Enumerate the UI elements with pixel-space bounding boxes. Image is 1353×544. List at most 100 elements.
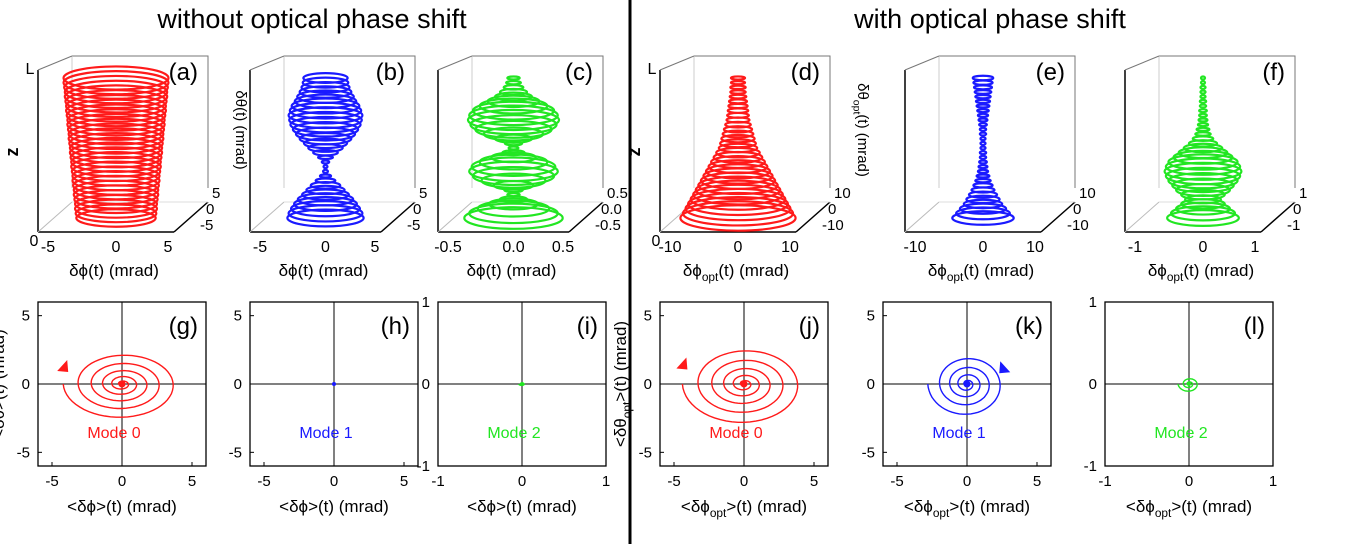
panel-tag-i: (i) (577, 313, 598, 340)
direction-arrow-k (999, 361, 1011, 374)
ring-d (694, 179, 782, 201)
ring-f (1164, 166, 1242, 186)
ring-b (321, 168, 330, 174)
x-tick-g: -5 (45, 473, 58, 490)
x-tick-i: 0 (518, 473, 526, 490)
frame-back-e (939, 55, 1076, 188)
y-tick-k: 0 (867, 376, 875, 393)
trajectory-g (62, 354, 174, 418)
ring-e (975, 103, 991, 109)
x-tick-k: 5 (1033, 473, 1041, 490)
x-label-j: <δϕopt>(t) (mrad) (681, 497, 807, 520)
ring-e (978, 154, 988, 160)
ring-e (974, 177, 992, 184)
ring-a (70, 160, 162, 183)
frame-diag-top-e (904, 55, 940, 71)
panel-tag-g: (g) (169, 313, 198, 340)
ring-b (296, 89, 355, 104)
x-label-c: δϕ(t) (mrad) (467, 261, 557, 280)
floor-diag-b (249, 201, 285, 233)
panel-tag-k: (k) (1015, 313, 1043, 340)
ring-c (487, 197, 540, 211)
ring-b (288, 110, 363, 130)
panel-tag-a: (a) (169, 59, 198, 86)
ring-b (293, 195, 358, 213)
y-tick-d: 10 (834, 185, 851, 202)
x-label-f: δϕopt(t) (mrad) (1148, 261, 1254, 284)
ring-f (1198, 112, 1208, 118)
ring-e (978, 122, 988, 128)
y-axis-a (173, 201, 209, 233)
center-point-h (332, 382, 336, 386)
ring-c (476, 199, 551, 218)
panel-tag-e: (e) (1036, 59, 1065, 86)
ring-b (289, 199, 362, 218)
ring-e (978, 150, 988, 156)
y-label-g: <δθ>(t) (mrad) (0, 329, 8, 439)
y-label-a: δθ(t) (mrad) (232, 90, 249, 169)
ring-c (468, 104, 559, 127)
ring-f (1197, 117, 1209, 123)
y-tick-e: -10 (1067, 217, 1089, 234)
ring-f (1180, 188, 1226, 201)
y-tick-e: 10 (1079, 185, 1096, 202)
floor-diag-f (1124, 201, 1160, 233)
ring-b (293, 93, 358, 110)
ring-b (302, 72, 349, 84)
x-tick-c: -0.5 (434, 239, 462, 256)
z-label-d: z (624, 148, 644, 157)
x-label-e: δϕopt(t) (mrad) (928, 261, 1034, 284)
x-tick-d: -10 (658, 239, 681, 256)
ring-c (478, 97, 549, 115)
ring-b (318, 173, 333, 179)
y-tick-f: -1 (1287, 217, 1300, 234)
ring-a (63, 79, 169, 105)
ring-e (979, 136, 987, 142)
ring-e (972, 84, 994, 91)
z-bottom-a: 0 (30, 233, 39, 250)
ring-f (1199, 89, 1207, 95)
x-tick-f: 0 (1199, 239, 1208, 256)
y-tick-d: -10 (822, 217, 844, 234)
ring-e (976, 168, 990, 174)
ring-c (507, 145, 520, 151)
y-tick-l: 1 (1089, 294, 1097, 311)
x-tick-d: 10 (781, 239, 799, 256)
y-tick-b: -5 (407, 217, 420, 234)
ring-d (717, 142, 759, 154)
x-tick-h: 0 (330, 473, 338, 490)
ring-d (729, 80, 747, 86)
ring-b (322, 164, 329, 170)
ring-d (729, 84, 747, 91)
panel-tag-f: (f) (1262, 59, 1285, 86)
x-tick-b: 5 (371, 239, 380, 256)
y-tick-e: 0 (1073, 201, 1081, 218)
ring-d (728, 93, 748, 100)
ring-e (975, 173, 991, 179)
ring-f (1198, 108, 1208, 114)
ring-f (1182, 142, 1224, 154)
panel-tag-b: (b) (376, 59, 405, 86)
x-tick-l: -1 (1098, 473, 1111, 490)
ring-d (720, 133, 756, 144)
direction-arrow-g (57, 360, 69, 373)
ring-f (1166, 209, 1240, 227)
ring-c (506, 75, 521, 81)
ring-a (68, 131, 164, 155)
x-tick-b: -5 (253, 239, 267, 256)
y-tick-h: 0 (234, 376, 242, 393)
ring-b (301, 76, 350, 89)
ring-f (1198, 98, 1208, 104)
frame-back-d (694, 55, 831, 188)
ring-e (977, 117, 989, 123)
ring-f (1172, 149, 1234, 165)
ring-e (965, 194, 1001, 205)
ring-a (67, 122, 165, 146)
ring-a (65, 103, 167, 128)
ring-b (305, 184, 346, 196)
ring-e (978, 159, 988, 165)
ring-a (66, 112, 166, 137)
y-tick-h: 5 (234, 308, 242, 325)
frame-back-f (1159, 55, 1296, 188)
